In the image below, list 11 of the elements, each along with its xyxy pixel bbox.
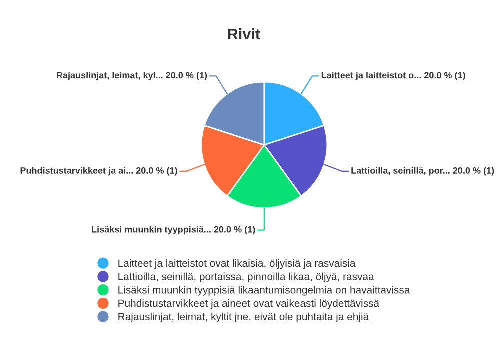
data-label: Lisäksi muunkin tyyppisiä... 20.0 % (1) (92, 226, 256, 235)
data-label: Laitteet ja laitteistot o... 20.0 % (1) (322, 72, 466, 80)
legend-label: Rajauslinjat, leimat, kyltit jne. eivät ole puhtaita ja ehjiä (118, 312, 370, 323)
legend-label: Puhdistustarvikkeet ja aineet ovat vaikeasti löydettävissä (118, 300, 380, 310)
legend-label: Laitteet ja laitteistot ovat likaisia, öljyisiä ja rasvaisia (118, 259, 356, 270)
chart-title: Rivit (228, 28, 260, 40)
data-label: Lattioilla, seinillä, por... 20.0 % (1) (352, 167, 494, 176)
data-label: Rajauslinjat, leimat, kyl... 20.0 % (1) (57, 72, 208, 80)
legend-label: Lattioilla, seinillä, portaissa, pinnoilla likaa, öljyä, rasvaa (118, 272, 374, 283)
data-label: Puhdistustarvikkeet ja ai... 20.0 % (1) (20, 167, 178, 176)
legend-label: Lisäksi muunkin tyyppisiä likaantumisongelmia on havaittavissa (118, 286, 410, 296)
